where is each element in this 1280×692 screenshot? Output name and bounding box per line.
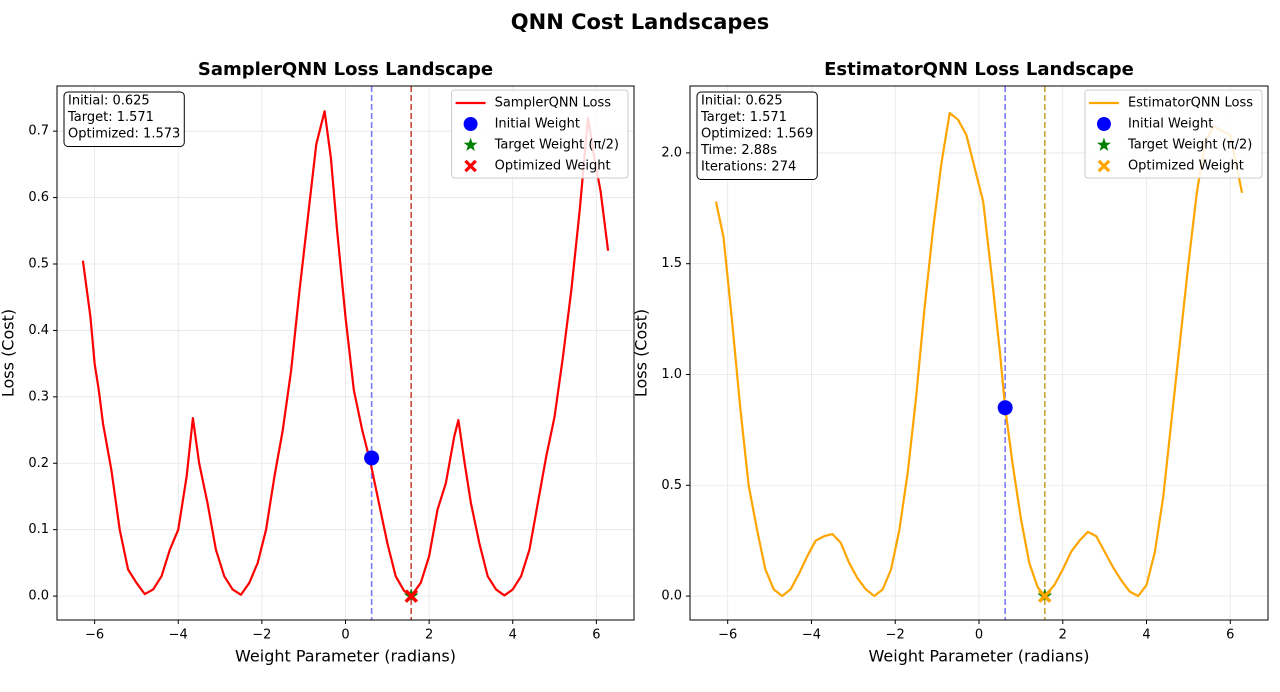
- marker: [404, 589, 419, 603]
- legend-label: Initial Weight: [1128, 117, 1213, 132]
- info-text: Iterations: 274: [701, 160, 796, 175]
- y-tick-label: 0.5: [661, 478, 682, 493]
- x-tick-label: 4: [1142, 628, 1150, 643]
- axes-frame: [56, 85, 635, 621]
- y-tick-label: 0.5: [28, 257, 49, 272]
- marker: [1096, 117, 1111, 131]
- y-tick-label: 0.7: [28, 124, 49, 139]
- axes-title: SamplerQNN Loss Landscape: [198, 59, 493, 80]
- y-tick-label: 2.0: [661, 145, 682, 160]
- x-tick-label: 6: [592, 628, 600, 643]
- y-axis-label: Loss (Cost): [0, 309, 18, 397]
- legend-bg: [1084, 89, 1263, 179]
- info-text: Optimized: 1.569: [701, 127, 813, 142]
- x-axis-label: Weight Parameter (radians): [235, 647, 456, 666]
- y-axis-label: Loss (Cost): [632, 309, 651, 397]
- y-tick-label: 1.0: [661, 367, 682, 382]
- y-tick-label: 0.0: [28, 589, 49, 604]
- y-tick-label: 0.4: [28, 323, 49, 338]
- legend-label: Optimized Weight: [495, 159, 611, 174]
- x-tick-label: −6: [718, 628, 737, 643]
- axes-title: EstimatorQNN Loss Landscape: [824, 59, 1134, 80]
- info-text: Optimized: 1.573: [68, 127, 180, 142]
- marker: [364, 450, 380, 466]
- x-tick-label: 2: [1059, 628, 1067, 643]
- x-tick-label: −2: [252, 628, 271, 643]
- y-tick-label: 0.6: [28, 190, 49, 205]
- x-tick-label: 0: [341, 628, 349, 643]
- axes-frame: [689, 85, 1269, 621]
- y-tick-label: 0.3: [28, 389, 49, 404]
- info-text: Target: 1.571: [67, 110, 154, 125]
- x-tick-label: 6: [1226, 628, 1234, 643]
- x-tick-label: −4: [802, 628, 821, 643]
- x-tick-label: 2: [425, 628, 433, 643]
- x-tick-label: 4: [509, 628, 517, 643]
- marker: [1037, 589, 1052, 603]
- y-tick-label: 1.5: [661, 256, 682, 271]
- y-tick-label: 0.1: [28, 522, 49, 537]
- legend-label: SamplerQNN Loss: [495, 96, 612, 111]
- marker: [463, 117, 478, 131]
- info-box-bg: [63, 91, 185, 147]
- legend-label: Target Weight (π/2): [1127, 138, 1252, 153]
- legend-label: Optimized Weight: [1128, 159, 1244, 174]
- x-tick-label: −6: [85, 628, 104, 643]
- legend: EstimatorQNN Loss Initial Weight Target We…: [1084, 89, 1263, 179]
- info-text: Initial: 0.625: [68, 94, 150, 109]
- info-box-bg: [696, 91, 818, 180]
- info-text: Initial: 0.625: [701, 94, 783, 109]
- legend-label: Target Weight (π/2): [494, 138, 619, 153]
- loss-line: [81, 110, 610, 598]
- x-tick-label: −2: [886, 628, 905, 643]
- info-text: Target: 1.571: [700, 110, 787, 125]
- marker: [1096, 137, 1111, 151]
- info-text: Time: 2.88s: [700, 143, 777, 158]
- marker: [463, 137, 478, 151]
- legend-bg: [451, 89, 629, 179]
- marker: [464, 159, 477, 173]
- marker: [997, 400, 1013, 416]
- x-tick-label: −4: [169, 628, 188, 643]
- y-tick-label: 0.2: [28, 456, 49, 471]
- loss-line: [714, 111, 1244, 598]
- figure-title: QNN Cost Landscapes: [511, 10, 769, 34]
- x-tick-label: 0: [975, 628, 983, 643]
- legend-label: EstimatorQNN Loss: [1128, 96, 1253, 111]
- marker: [1097, 159, 1111, 173]
- x-axis-label: Weight Parameter (radians): [869, 647, 1090, 666]
- y-tick-label: 0.0: [661, 589, 682, 604]
- legend-label: Initial Weight: [495, 117, 580, 132]
- legend: SamplerQNN Loss Initial Weight Target Weig…: [451, 89, 629, 179]
